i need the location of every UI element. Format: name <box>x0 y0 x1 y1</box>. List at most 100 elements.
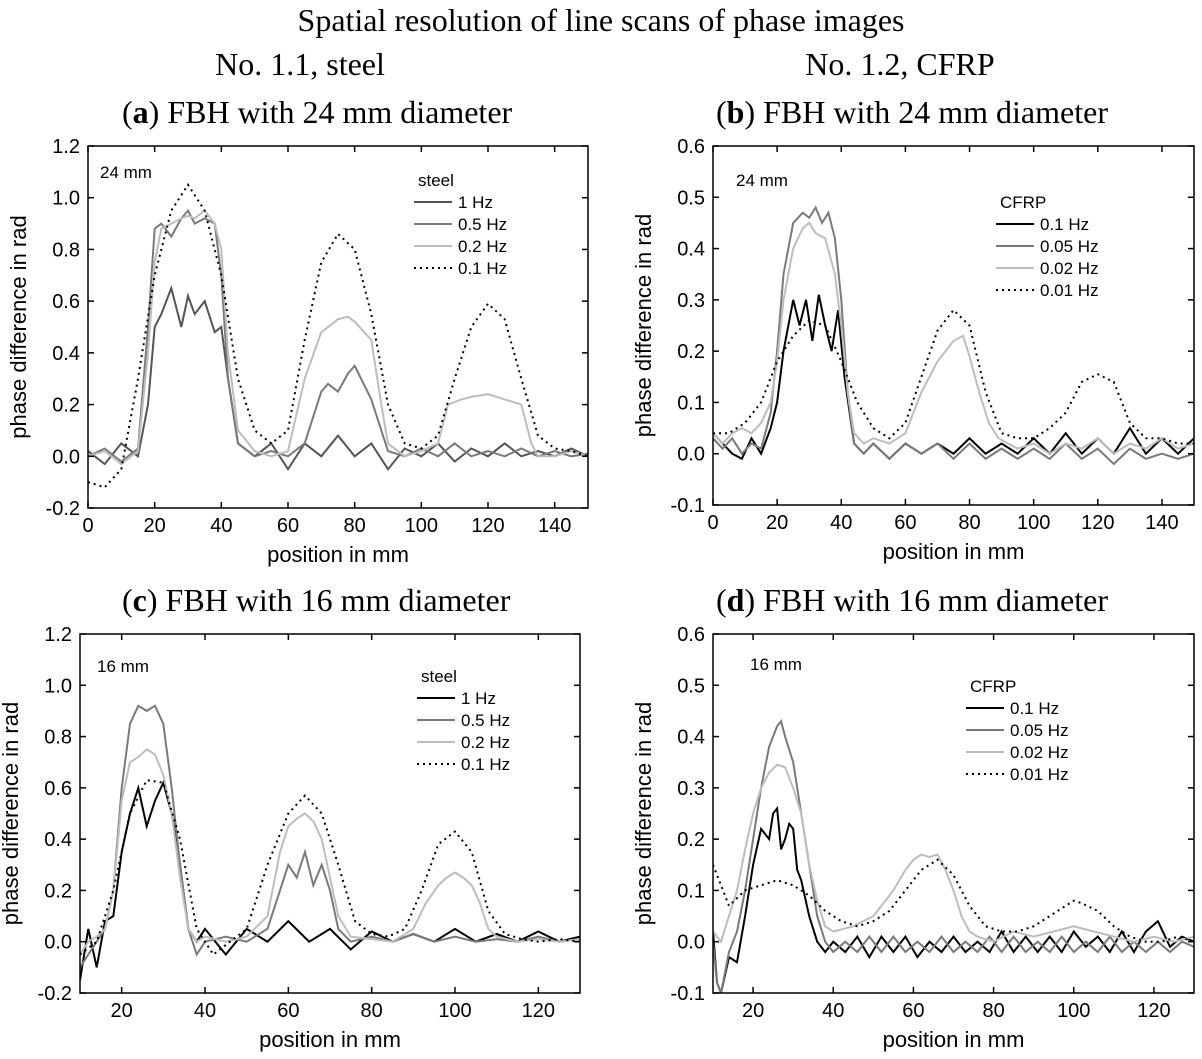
y-tick-label-a-2: 0.2 <box>52 395 80 417</box>
panel-c-title-text: ) FBH with 16 mm diameter <box>146 582 511 618</box>
x-tick-label-a-7: 140 <box>538 515 571 537</box>
x-tick-label-c-3: 80 <box>361 1000 383 1022</box>
y-axis-label-b: phase difference in rad <box>631 214 656 437</box>
y-tick-label-c-2: 0.2 <box>44 880 72 902</box>
panel-a-title: (a) FBH with 24 mm diameter <box>122 94 513 130</box>
y-tick-label-d-0: -0.1 <box>671 983 705 1005</box>
series-line-c-3 <box>80 779 580 956</box>
series-line-c-1 <box>80 704 580 968</box>
x-tick-label-b-7: 140 <box>1145 512 1178 534</box>
panel-d-title-text: ) FBH with 16 mm diameter <box>744 582 1108 618</box>
plot-frame-c <box>79 633 581 994</box>
annotation-b: 24 mm <box>736 171 788 190</box>
x-tick-label-b-2: 40 <box>830 512 852 534</box>
y-tick-label-a-3: 0.4 <box>52 343 80 365</box>
legend-label-d-0: 0.1 Hz <box>1010 699 1059 718</box>
chart-a: 0 20 40 60 80 100 120 140 -0.2 0.0 0.2 0.4 0.6 0.8 1.0… <box>6 136 589 567</box>
series-line-a-0 <box>88 284 588 472</box>
chart-b: 0 20 40 60 80 100 120 140 -0.1 0.0 0.1 0.2 0.3 0.4 0.5… <box>631 136 1195 564</box>
y-tick-label-a-0: -0.2 <box>46 498 80 520</box>
x-tick-label-b-4: 80 <box>958 512 980 534</box>
series-line-b-1 <box>713 205 1194 466</box>
y-tick-label-c-6: 1.0 <box>44 675 72 697</box>
x-tick-label-d-5: 120 <box>1137 1000 1170 1022</box>
plot-frame-d <box>712 633 1195 994</box>
legend-title-a: steel <box>418 171 454 190</box>
panel-b-title: (b) FBH with 24 mm diameter <box>716 94 1108 130</box>
annotation-a: 24 mm <box>100 163 152 182</box>
y-tick-label-a-5: 0.8 <box>52 239 80 261</box>
series-line-a-3 <box>88 182 588 489</box>
legend-label-a-3: 0.1 Hz <box>458 259 507 278</box>
series-line-b-3 <box>713 308 1194 445</box>
x-tick-label-c-4: 100 <box>438 1000 471 1022</box>
x-tick-label-d-0: 20 <box>742 1000 764 1022</box>
y-tick-label-c-4: 0.6 <box>44 778 72 800</box>
x-tick-label-b-0: 0 <box>707 512 718 534</box>
chart-c: 20 40 60 80 100 120 -0.2 0.0 0.2 0.4 0.6 0.8 1.0 1.2 p… <box>0 624 581 1052</box>
panel-d-label: d <box>726 582 745 618</box>
series-line-d-3 <box>713 858 1194 943</box>
panel-d-title: (d) FBH with 16 mm diameter <box>716 582 1108 618</box>
panel-a-label: a <box>132 94 149 130</box>
x-tick-label-d-3: 80 <box>982 1000 1004 1022</box>
series-line-d-1 <box>713 718 1194 993</box>
y-tick-label-a-6: 1.0 <box>52 188 80 210</box>
x-tick-label-c-2: 60 <box>277 1000 299 1022</box>
figure-title: Spatial resolution of line scans of phas… <box>297 2 905 38</box>
series-line-a-1 <box>88 208 588 463</box>
legend-label-c-0: 1 Hz <box>461 689 496 708</box>
x-tick-label-d-1: 40 <box>822 1000 844 1022</box>
y-tick-label-d-5: 0.4 <box>677 727 705 749</box>
legend-title-d: CFRP <box>970 677 1016 696</box>
legend-label-b-3: 0.01 Hz <box>1040 281 1099 300</box>
y-tick-label-d-1: 0.0 <box>677 932 705 954</box>
legend-title-c: steel <box>421 667 457 686</box>
x-tick-label-a-3: 60 <box>277 515 299 537</box>
y-tick-label-b-7: 0.6 <box>677 136 705 158</box>
x-axis-label-a: position in mm <box>267 542 409 567</box>
y-tick-label-c-0: -0.2 <box>38 983 72 1005</box>
y-tick-label-a-1: 0.0 <box>52 446 80 468</box>
x-tick-label-a-2: 40 <box>210 515 232 537</box>
plot-frame-b <box>712 145 1195 506</box>
y-tick-label-d-7: 0.6 <box>677 624 705 646</box>
y-tick-label-d-4: 0.3 <box>677 778 705 800</box>
y-tick-label-c-7: 1.2 <box>44 624 72 646</box>
legend-label-c-1: 0.5 Hz <box>461 711 510 730</box>
series-line-d-0 <box>713 805 1194 993</box>
series-line-c-2 <box>80 748 580 956</box>
panel-c-title: (c) FBH with 16 mm diameter <box>122 582 511 618</box>
annotation-c: 16 mm <box>97 657 149 676</box>
series-line-a-2 <box>88 209 588 466</box>
legend-label-c-2: 0.2 Hz <box>461 733 510 752</box>
x-tick-label-a-1: 20 <box>144 515 166 537</box>
y-tick-label-b-2: 0.1 <box>677 392 705 414</box>
legend-label-b-0: 0.1 Hz <box>1040 215 1089 234</box>
panel-a-title-text: ) FBH with 24 mm diameter <box>148 94 513 130</box>
x-tick-label-b-6: 120 <box>1081 512 1114 534</box>
column-title-cfrp: No. 1.2, CFRP <box>805 46 995 82</box>
x-tick-label-b-1: 20 <box>766 512 788 534</box>
y-tick-label-d-6: 0.5 <box>677 675 705 697</box>
y-tick-label-d-3: 0.2 <box>677 829 705 851</box>
y-tick-label-c-1: 0.0 <box>44 932 72 954</box>
x-tick-label-a-0: 0 <box>82 515 93 537</box>
legend-label-a-2: 0.2 Hz <box>458 237 507 256</box>
x-tick-label-d-2: 60 <box>902 1000 924 1022</box>
y-tick-label-c-5: 0.8 <box>44 727 72 749</box>
y-axis-label-a: phase difference in rad <box>6 215 31 438</box>
y-tick-label-b-5: 0.4 <box>677 239 705 261</box>
y-axis-label-d: phase difference in rad <box>631 702 656 925</box>
legend-label-d-1: 0.05 Hz <box>1010 721 1069 740</box>
x-tick-label-c-0: 20 <box>111 1000 133 1022</box>
y-tick-label-c-3: 0.4 <box>44 829 72 851</box>
legend-label-d-3: 0.01 Hz <box>1010 765 1069 784</box>
panel-c-label: c <box>132 582 147 618</box>
x-tick-label-b-3: 60 <box>894 512 916 534</box>
y-tick-label-b-0: -0.1 <box>671 495 705 517</box>
series-line-d-2 <box>713 763 1194 944</box>
legend-label-b-2: 0.02 Hz <box>1040 259 1099 278</box>
x-tick-label-c-1: 40 <box>194 1000 216 1022</box>
y-tick-label-a-7: 1.2 <box>52 136 80 158</box>
